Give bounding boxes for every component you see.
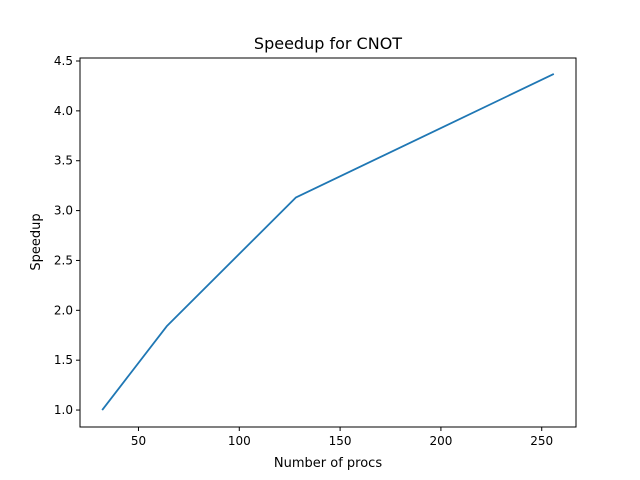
y-axis-label: Speedup bbox=[29, 213, 44, 270]
y-axis: 1.0 1.5 2.0 2.5 3.0 3.5 4.0 4.5 bbox=[54, 54, 80, 417]
x-tick-label: 50 bbox=[131, 434, 146, 448]
chart-title: Speedup for CNOT bbox=[254, 34, 402, 53]
x-tick-label: 200 bbox=[429, 434, 452, 448]
series-line bbox=[101, 73, 555, 411]
x-tick-label: 250 bbox=[530, 434, 553, 448]
x-tick-label: 150 bbox=[329, 434, 352, 448]
plot-area bbox=[101, 73, 555, 411]
y-tick-label: 4.0 bbox=[54, 104, 73, 118]
x-tick-label: 100 bbox=[228, 434, 251, 448]
y-tick-label: 3.5 bbox=[54, 154, 73, 168]
x-axis-label: Number of procs bbox=[274, 456, 382, 471]
x-axis: 50 100 150 200 250 bbox=[131, 427, 553, 448]
y-tick-label: 2.5 bbox=[54, 253, 73, 267]
y-tick-label: 2.0 bbox=[54, 303, 73, 317]
axes-frame bbox=[79, 57, 577, 428]
y-tick-label: 1.5 bbox=[54, 353, 73, 367]
y-tick-label: 1.0 bbox=[54, 403, 73, 417]
y-tick-label: 3.0 bbox=[54, 204, 73, 218]
y-tick-label: 4.5 bbox=[54, 54, 73, 68]
